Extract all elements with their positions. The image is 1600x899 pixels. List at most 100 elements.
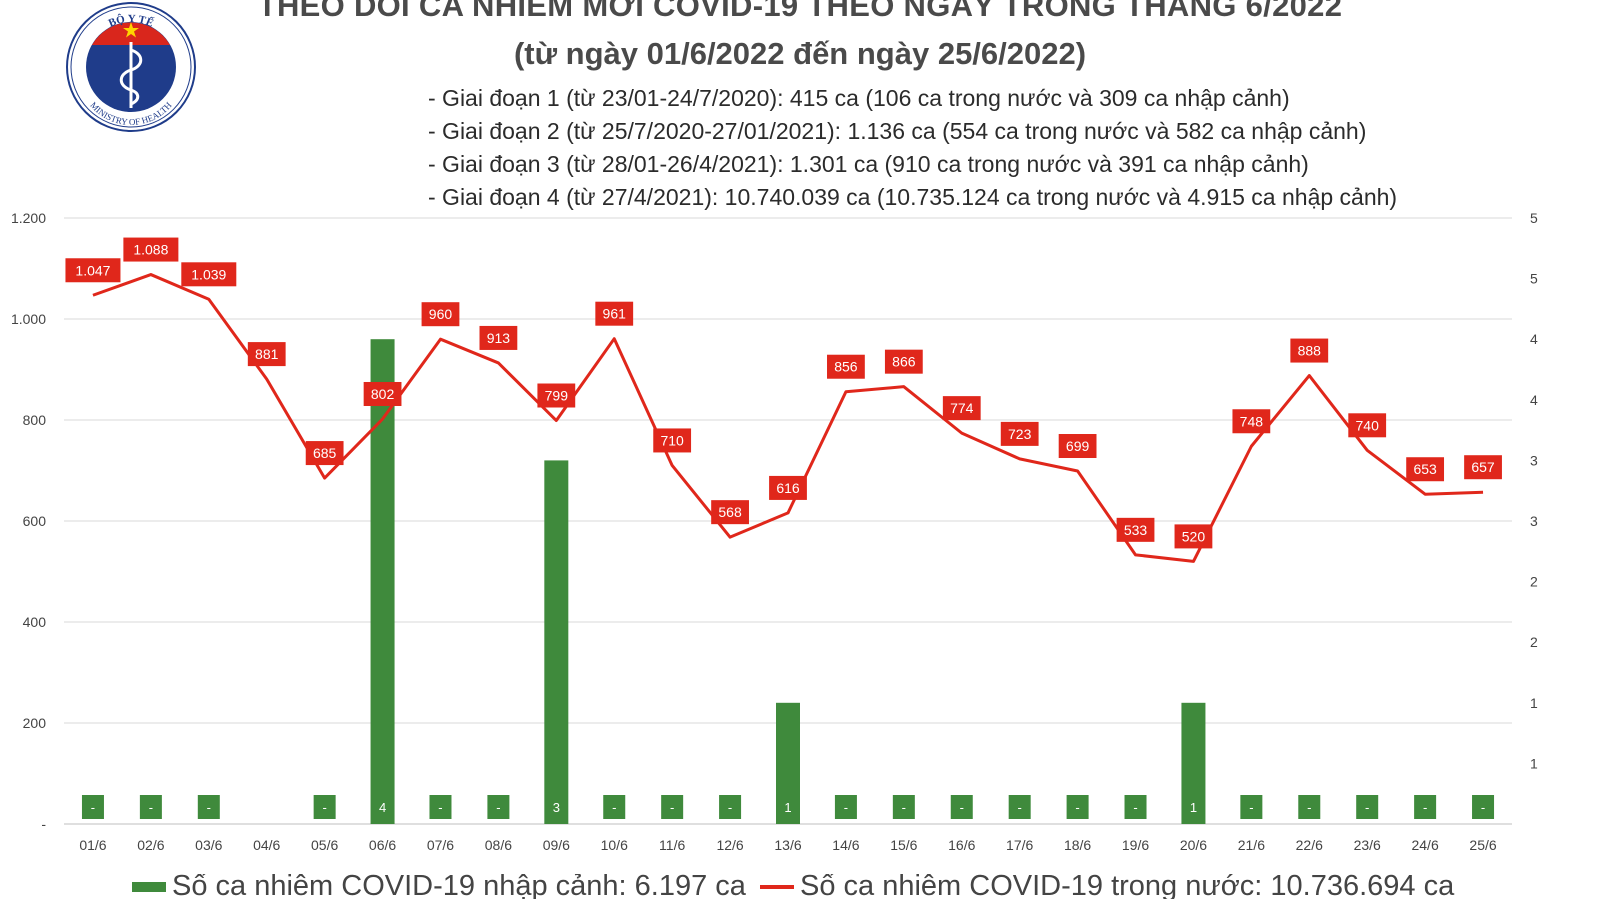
x-axis-tick-label: 01/6 bbox=[79, 837, 106, 853]
bar-data-label: - bbox=[1423, 800, 1427, 815]
legend-label-bar: Số ca nhiễm COVID-19 nhập cảnh: 6.197 ca bbox=[172, 874, 746, 899]
bar-data-label: - bbox=[322, 800, 326, 815]
line-series bbox=[92, 273, 1484, 563]
line-data-label: 881 bbox=[255, 346, 279, 362]
line-data-label: 520 bbox=[1182, 528, 1206, 544]
x-axis-tick-label: 13/6 bbox=[774, 837, 801, 853]
line-label-box bbox=[1290, 338, 1329, 363]
bar-data-label: - bbox=[844, 800, 848, 815]
line-label-box bbox=[65, 258, 121, 283]
line-label-box bbox=[363, 381, 402, 406]
line-data-label: 723 bbox=[1008, 426, 1032, 442]
right-axis-tick-label: 4 bbox=[1530, 392, 1538, 408]
line-data-label: 568 bbox=[718, 504, 742, 520]
bar-data-label: - bbox=[438, 800, 442, 815]
bar-data-label: - bbox=[1249, 800, 1253, 815]
bar-label-box bbox=[661, 795, 684, 819]
line-data-label: 961 bbox=[603, 306, 627, 322]
bar-data-label: - bbox=[902, 800, 906, 815]
x-axis-tick-label: 11/6 bbox=[659, 837, 685, 853]
bar-data-label: - bbox=[207, 800, 211, 815]
x-axis-tick-label: 02/6 bbox=[137, 837, 164, 853]
line-data-label: 888 bbox=[1298, 343, 1322, 359]
bar-data-label: - bbox=[91, 800, 95, 815]
line-data-label: 685 bbox=[313, 445, 337, 461]
line-label-box bbox=[711, 500, 749, 525]
line-label-box bbox=[1464, 455, 1502, 480]
bar-label-box bbox=[81, 795, 104, 819]
x-axis-tick-label: 21/6 bbox=[1238, 837, 1265, 853]
line-data-label: 913 bbox=[487, 330, 511, 346]
bar-label-box bbox=[1182, 795, 1205, 819]
bar-data-label: 1 bbox=[1190, 800, 1197, 815]
x-axis-tick-label: 18/6 bbox=[1064, 837, 1091, 853]
bar-data-label: - bbox=[670, 800, 674, 815]
legend-label-line: Số ca nhiễm COVID-19 trong nước: 10.736.… bbox=[800, 874, 1455, 899]
line-label-box bbox=[1232, 409, 1271, 434]
bar-label-box bbox=[1472, 795, 1495, 819]
x-axis-tick-label: 22/6 bbox=[1296, 837, 1323, 853]
bar-label-box bbox=[139, 795, 162, 819]
x-axis-tick-label: 15/6 bbox=[890, 837, 917, 853]
bar-data-label: 4 bbox=[379, 800, 386, 815]
x-axis-tick-label: 05/6 bbox=[311, 837, 338, 853]
bar-label-box bbox=[777, 795, 799, 819]
stage-summary-list: - Giai đoạn 1 (từ 23/01-24/7/2020): 415 … bbox=[428, 82, 1397, 214]
left-axis-tick-label: 800 bbox=[23, 412, 47, 428]
legend-item-line: Số ca nhiễm COVID-19 trong nước: 10.736.… bbox=[760, 874, 1454, 899]
line-data-label: 1.047 bbox=[75, 262, 110, 278]
x-axis-tick-label: 14/6 bbox=[832, 837, 859, 853]
line-label-box bbox=[769, 475, 807, 500]
line-data-label: 653 bbox=[1413, 461, 1437, 477]
line-label-box bbox=[421, 302, 460, 327]
bar-data-label: - bbox=[149, 800, 153, 815]
bar-label-box bbox=[950, 795, 973, 819]
x-axis-tick-label: 17/6 bbox=[1006, 837, 1033, 853]
bar-data-label: - bbox=[728, 800, 732, 815]
line-data-label: 774 bbox=[950, 400, 974, 416]
legend-item-bar: Số ca nhiễm COVID-19 nhập cảnh: 6.197 ca bbox=[132, 874, 746, 899]
stage-4-summary: - Giai đoạn 4 (từ 27/4/2021): 10.740.039… bbox=[428, 184, 1398, 210]
left-axis-tick-label: 1.200 bbox=[11, 210, 46, 226]
x-axis-tick-label: 12/6 bbox=[716, 837, 743, 853]
ministry-of-health-logo: BỘ Y TẾ MINISTRY OF HEALTH bbox=[66, 2, 196, 132]
stage-3-summary: - Giai đoạn 3 (từ 28/01-26/4/2021): 1.30… bbox=[428, 151, 1309, 177]
line-label-box bbox=[537, 383, 576, 408]
bar-label-box bbox=[1066, 795, 1089, 819]
legend-swatch-line bbox=[760, 885, 794, 890]
line-data-label: 856 bbox=[834, 359, 858, 375]
line-label-box bbox=[653, 428, 692, 453]
right-axis-tick-label: 4 bbox=[1530, 331, 1538, 347]
x-axis-tick-label: 10/6 bbox=[601, 837, 628, 853]
chart-title: THEO DÕI CA NHIỄM MỚI COVID-19 THEO NGÀY… bbox=[257, 0, 1343, 23]
bar bbox=[370, 339, 395, 824]
x-axis-tick-label: 16/6 bbox=[948, 837, 975, 853]
x-axis-tick-label: 09/6 bbox=[543, 837, 570, 853]
x-axis-tick-label: 07/6 bbox=[427, 837, 454, 853]
bar-data-label: - bbox=[496, 800, 500, 815]
left-axis-tick-label: 400 bbox=[23, 614, 47, 630]
bar-data-label: 3 bbox=[553, 800, 560, 815]
bar-label-box bbox=[1298, 795, 1321, 819]
left-axis-tick-label: - bbox=[41, 816, 46, 832]
line-data-label: 748 bbox=[1240, 413, 1264, 429]
right-axis-tick-label: 3 bbox=[1530, 452, 1538, 468]
x-axis-tick-label: 24/6 bbox=[1411, 837, 1438, 853]
left-axis-tick-label: 600 bbox=[23, 513, 47, 529]
line-label-box bbox=[884, 349, 923, 374]
line-data-label: 740 bbox=[1356, 417, 1380, 433]
line-label-box bbox=[479, 325, 518, 350]
logo-top-text: BỘ Y TẾ bbox=[107, 12, 156, 29]
line-data-label: 533 bbox=[1124, 522, 1148, 538]
bar bbox=[544, 460, 569, 824]
bar-label-box bbox=[892, 795, 915, 819]
bar-label-box bbox=[1240, 795, 1263, 819]
right-axis-tick-label: 5 bbox=[1530, 271, 1538, 287]
bar-data-label: - bbox=[1365, 800, 1369, 815]
bar-data-label: - bbox=[960, 800, 964, 815]
line-data-label: 960 bbox=[429, 306, 453, 322]
bar-label-box bbox=[313, 795, 336, 819]
line-label-box bbox=[595, 301, 634, 326]
right-axis-tick-label: 1 bbox=[1530, 695, 1538, 711]
bar-label-box bbox=[1356, 795, 1379, 819]
